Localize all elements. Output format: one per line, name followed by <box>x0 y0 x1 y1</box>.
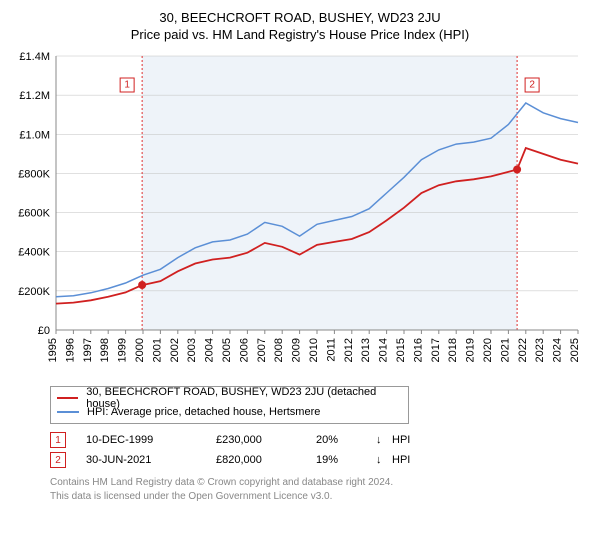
x-tick-label: 1999 <box>117 338 129 362</box>
title-main: 30, BEECHCROFT ROAD, BUSHEY, WD23 2JU <box>10 10 590 25</box>
event-pct: 20% <box>316 434 376 446</box>
event-table-row: 1 10-DEC-1999£230,00020%↓HPI <box>50 430 590 450</box>
x-tick-label: 2010 <box>308 338 320 362</box>
x-tick-label: 2019 <box>465 338 477 362</box>
event-marker-number: 2 <box>529 80 535 91</box>
event-num-box: 2 <box>50 452 66 468</box>
event-date: 10-DEC-1999 <box>86 434 216 446</box>
x-tick-label: 2014 <box>378 338 390 362</box>
x-tick-label: 2020 <box>482 338 494 362</box>
x-tick-label: 2007 <box>256 338 268 362</box>
title-sub: Price paid vs. HM Land Registry's House … <box>10 27 590 42</box>
x-tick-label: 2008 <box>273 338 285 362</box>
x-tick-label: 2015 <box>395 338 407 362</box>
x-tick-label: 2016 <box>412 338 424 362</box>
x-tick-label: 2009 <box>291 338 303 362</box>
x-tick-label: 1995 <box>47 338 59 362</box>
x-tick-label: 2002 <box>169 338 181 362</box>
chart-container: 30, BEECHCROFT ROAD, BUSHEY, WD23 2JU Pr… <box>0 0 600 507</box>
x-tick-label: 2001 <box>151 338 163 362</box>
highlight-band <box>142 56 517 330</box>
x-tick-label: 2021 <box>499 338 511 362</box>
x-tick-label: 2006 <box>238 338 250 362</box>
y-tick-label: £1.0M <box>19 129 50 141</box>
down-arrow-icon: ↓ <box>376 434 392 446</box>
event-num-box: 1 <box>50 432 66 448</box>
event-date: 30-JUN-2021 <box>86 454 216 466</box>
y-tick-label: £400K <box>18 247 50 259</box>
chart: £0 £200K £400K £600K £800K £1.0M £1.2M £1.4M 1 2 1… <box>10 50 590 380</box>
x-tick-label: 2025 <box>569 338 581 362</box>
footer: Contains HM Land Registry data © Crown c… <box>50 476 590 503</box>
x-tick-label: 1998 <box>99 338 111 362</box>
title-block: 30, BEECHCROFT ROAD, BUSHEY, WD23 2JU Pr… <box>10 10 590 42</box>
legend-swatch <box>57 397 78 399</box>
x-tick-label: 2005 <box>221 338 233 362</box>
x-tick-label: 2012 <box>343 338 355 362</box>
event-table-row: 2 30-JUN-2021£820,00019%↓HPI <box>50 450 590 470</box>
event-price: £820,000 <box>216 454 316 466</box>
event-price: £230,000 <box>216 434 316 446</box>
event-table: 1 10-DEC-1999£230,00020%↓HPI 2 30-JUN-2021£… <box>50 430 590 470</box>
x-tick-label: 2013 <box>360 338 372 362</box>
legend-item: 30, BEECHCROFT ROAD, BUSHEY, WD23 2JU (d… <box>57 391 402 405</box>
event-hpi-label: HPI <box>392 454 422 466</box>
y-tick-label: £800K <box>18 168 50 180</box>
legend-label: HPI: Average price, detached house, Hert… <box>87 406 320 418</box>
down-arrow-icon: ↓ <box>376 454 392 466</box>
footer-line-1: Contains HM Land Registry data © Crown c… <box>50 476 590 490</box>
x-tick-label: 2024 <box>552 338 564 362</box>
chart-svg: £0 £200K £400K £600K £800K £1.0M £1.2M £1.4M 1 2 1… <box>10 50 590 380</box>
event-pct: 19% <box>316 454 376 466</box>
y-tick-label: £1.2M <box>19 90 50 102</box>
event-dot <box>138 281 146 289</box>
y-tick-label: £1.4M <box>19 51 50 63</box>
legend: 30, BEECHCROFT ROAD, BUSHEY, WD23 2JU (d… <box>50 386 409 424</box>
x-tick-label: 2018 <box>447 338 459 362</box>
x-tick-label: 1997 <box>82 338 94 362</box>
event-dot <box>513 166 521 174</box>
y-tick-label: £0 <box>38 325 50 337</box>
x-tick-label: 1996 <box>64 338 76 362</box>
legend-swatch <box>57 411 79 413</box>
event-hpi-label: HPI <box>392 434 422 446</box>
x-tick-label: 2023 <box>534 338 546 362</box>
event-marker-number: 1 <box>124 80 130 91</box>
footer-line-2: This data is licensed under the Open Gov… <box>50 490 590 504</box>
y-tick-label: £200K <box>18 286 50 298</box>
x-tick-label: 2000 <box>134 338 146 362</box>
x-tick-label: 2022 <box>517 338 529 362</box>
x-tick-label: 2004 <box>204 338 216 362</box>
y-tick-label: £600K <box>18 208 50 220</box>
x-tick-label: 2017 <box>430 338 442 362</box>
x-tick-label: 2011 <box>325 338 337 362</box>
x-tick-label: 2003 <box>186 338 198 362</box>
